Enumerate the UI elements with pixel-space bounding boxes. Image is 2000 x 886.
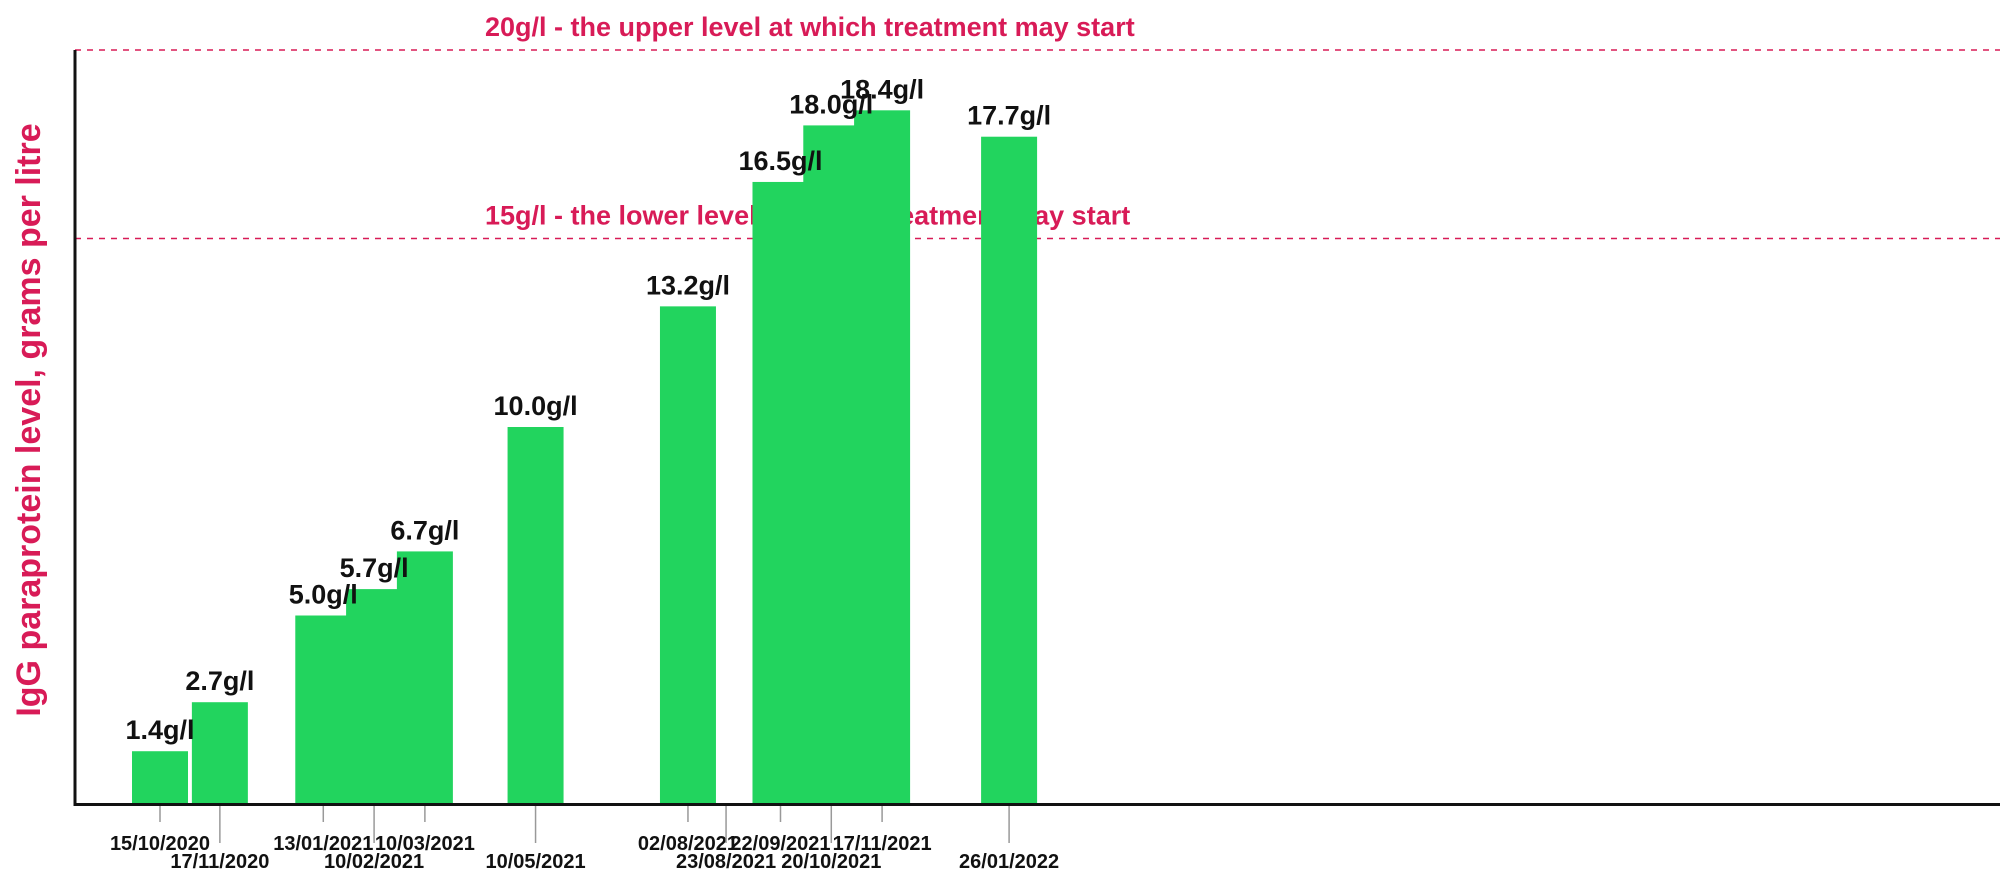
x-tick-label: 17/11/2021 [833,833,932,855]
x-tick-label: 10/03/2021 [375,833,475,855]
bar-value-label: 2.7g/l [185,666,254,696]
bar-10-05-2021 [507,427,564,804]
x-tick-label: 15/10/2020 [110,833,210,855]
bar-value-label: 1.4g/l [125,715,194,745]
bar-10-02-2021 [346,589,403,804]
bar-value-label: 5.0g/l [289,580,358,610]
bar-02-08-2021 [659,306,716,804]
x-tick-label: 10/05/2021 [486,851,586,873]
bar-value-label: 18.0g/l [789,89,873,119]
bar-15-10-2020 [132,751,188,804]
bar-value-label: 10.0g/l [494,391,578,421]
bar-20-10-2021 [803,125,860,804]
bar-17-11-2020 [191,702,248,804]
x-ticks: 15/10/202017/11/202013/01/202110/02/2021… [110,806,1059,873]
bar-value-label: 6.7g/l [390,515,459,545]
bar-value-label: 16.5g/l [738,146,822,176]
x-tick-label: 26/01/2022 [959,851,1059,873]
x-tick-label: 23/08/2021 [676,851,776,873]
x-tick-label: 10/02/2021 [324,851,424,873]
bar-17-11-2021 [854,110,911,804]
x-tick-label: 17/11/2020 [170,851,269,873]
reference-line-label-20: 20g/l - the upper level at which treatme… [485,12,1135,42]
y-axis-title: IgG paraprotein level, grams per litre [10,123,48,716]
bar-value-label: 18.4g/l [840,74,924,104]
bar-22-09-2021 [752,181,809,804]
bar-value-label: 5.7g/l [340,553,409,583]
bars [132,110,1038,804]
bar-13-01-2021 [295,615,352,804]
bar-26-01-2022 [981,136,1038,804]
x-tick-label: 02/08/2021 [638,833,738,855]
x-tick-label: 22/09/2021 [730,833,830,855]
bar-value-label: 17.7g/l [967,101,1051,131]
x-tick-label: 13/01/2021 [273,833,373,855]
x-tick-label: 20/10/2021 [781,851,881,873]
bar-value-labels: 1.4g/l 2.7g/l 5.0g/l5.7g/l 6.7g/l 10.0g/l 13.… [125,74,1051,745]
bar-10-03-2021 [396,551,453,804]
bar-value-label: 13.2g/l [646,270,730,300]
